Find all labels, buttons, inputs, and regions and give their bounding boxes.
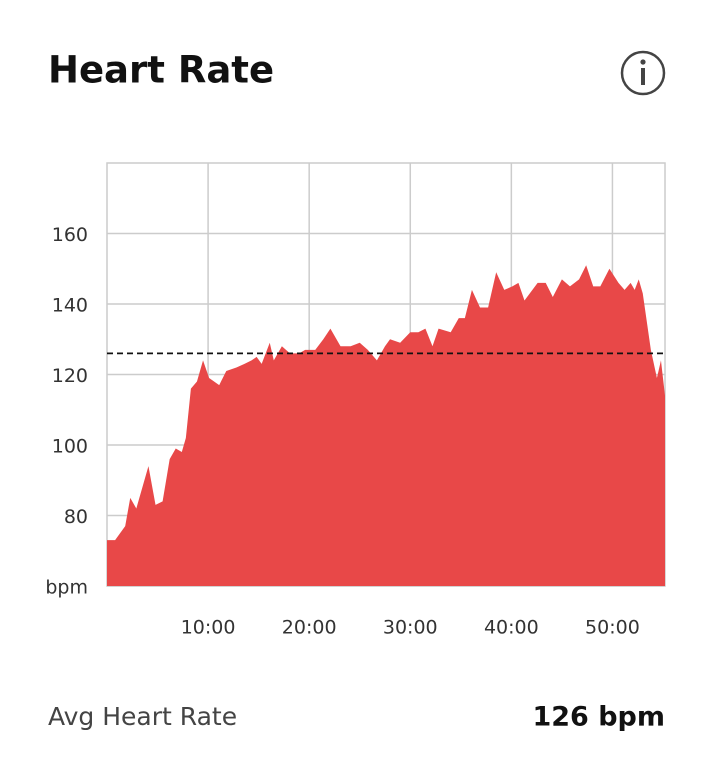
avg-label: Avg Heart Rate (48, 702, 237, 731)
info-icon[interactable] (620, 50, 666, 96)
plot: bpm 80 100 120 140 160 10:00 20:00 30:00 40:00 50:… (45, 162, 666, 639)
x-tick-label: 40:00 (484, 617, 539, 639)
y-tick-label: 100 (52, 436, 88, 458)
heart-rate-area (107, 265, 665, 586)
y-tick-label: bpm (45, 577, 88, 599)
chart-title: Heart Rate (48, 49, 274, 92)
x-tick-label: 10:00 (181, 617, 236, 639)
info-circle[interactable] (620, 50, 666, 96)
x-tick-label: 20:00 (282, 617, 337, 639)
y-tick-label: 80 (64, 506, 88, 528)
x-tick-label: 50:00 (585, 617, 640, 639)
x-tick-label: 30:00 (383, 617, 438, 639)
avg-value: 126 bpm (532, 702, 665, 733)
y-tick-label: 120 (52, 365, 88, 387)
info-stem[interactable] (641, 68, 645, 85)
y-tick-label: 140 (52, 295, 88, 317)
info-dot[interactable] (640, 59, 646, 65)
y-tick-label: 160 (52, 224, 88, 246)
